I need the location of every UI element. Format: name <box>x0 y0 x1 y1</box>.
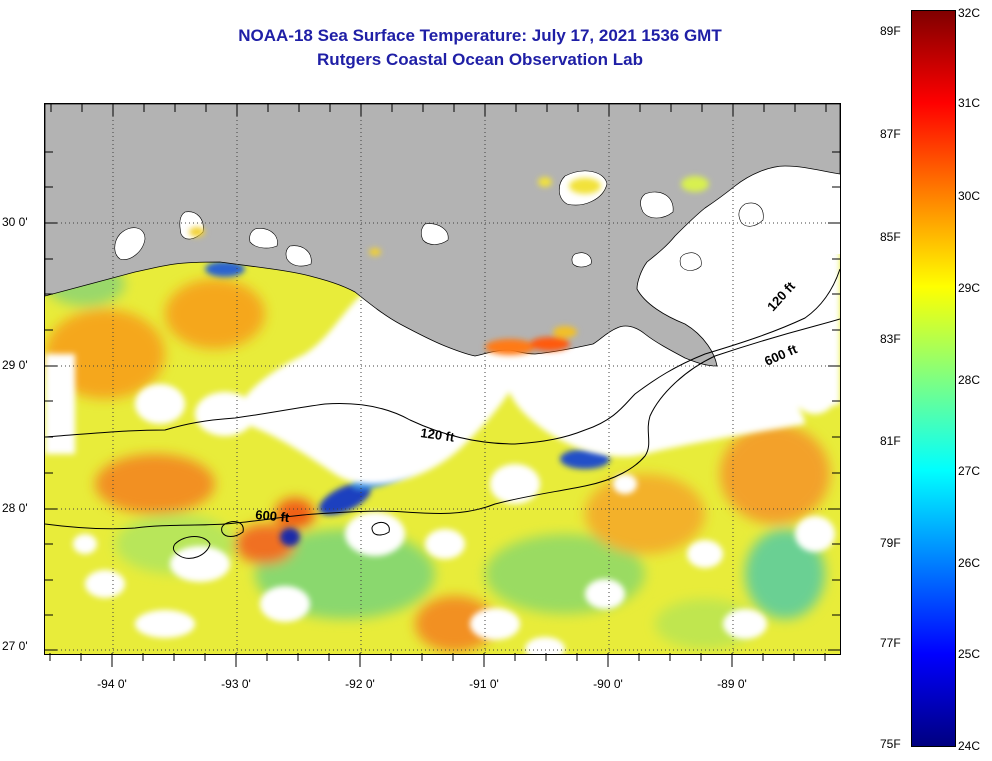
colorbar-label-30c: 30C <box>958 189 981 203</box>
colorbar-label-89f: 89F <box>880 24 901 38</box>
graticule <box>45 104 840 654</box>
colorbar-label-29c: 29C <box>958 281 981 295</box>
map-title: NOAA-18 Sea Surface Temperature: July 17… <box>238 26 722 45</box>
lon-label-92: -92 0' <box>345 677 375 691</box>
lon-label-89: -89 0' <box>717 677 747 691</box>
colorbar-label-27c: 27C <box>958 464 981 478</box>
lake-patches <box>189 176 709 355</box>
contour-600ft-west <box>45 318 840 530</box>
colorbar-label-28c: 28C <box>958 373 981 387</box>
lon-label-94: -94 0' <box>97 677 127 691</box>
lat-label-29: 29 0' <box>2 358 28 372</box>
sst-map-canvas: 120 ft 600 ft 120 ft 600 ft <box>45 104 840 654</box>
lon-label-90: -90 0' <box>593 677 623 691</box>
colorbar-label-24c: 24C <box>958 739 981 753</box>
colorbar-label-79f: 79F <box>880 536 901 550</box>
lat-label-27: 27 0' <box>2 639 28 653</box>
colorbar-label-32c: 32C <box>958 6 981 20</box>
lon-label-91: -91 0' <box>469 677 499 691</box>
frame-ticks <box>45 104 840 651</box>
colorbar-label-87f: 87F <box>880 127 901 141</box>
contour-label-120ft-lower: 120 ft <box>420 425 456 445</box>
contour-small-ring-2 <box>221 521 244 537</box>
colorbar-label-85f: 85F <box>880 230 901 244</box>
colorbar-label-81f: 81F <box>880 434 901 448</box>
contour-small-ring-3 <box>371 521 390 536</box>
lat-label-28: 28 0' <box>2 501 28 515</box>
contour-120ft-west <box>45 268 840 445</box>
colorbar-label-77f: 77F <box>880 636 901 650</box>
colorbar-label-25c: 25C <box>958 647 981 661</box>
temperature-colorbar <box>911 10 956 747</box>
map-subtitle: Rutgers Coastal Ocean Observation Lab <box>317 50 643 69</box>
lon-label-93: -93 0' <box>221 677 251 691</box>
contour-label-600ft-lower: 600 ft <box>255 507 291 525</box>
lat-label-30: 30 0' <box>2 215 28 229</box>
colorbar-label-83f: 83F <box>880 332 901 346</box>
contour-small-ring <box>172 536 211 559</box>
depth-contours <box>45 268 840 559</box>
colorbar-label-75f: 75F <box>880 737 901 751</box>
sst-map-panel: 120 ft 600 ft 120 ft 600 ft <box>44 103 841 655</box>
bottom-tick-marks <box>49 653 826 667</box>
colorbar-label-31c: 31C <box>958 96 981 110</box>
colorbar-label-26c: 26C <box>958 556 981 570</box>
